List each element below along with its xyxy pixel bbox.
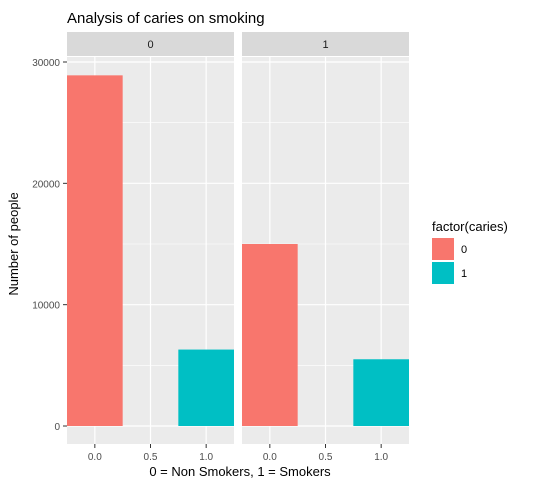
facet-panels: 0 0.0 0.5 1.0 1 0.0 0.5 1.0: [67, 32, 409, 463]
x-tick-label: 0.0: [263, 452, 277, 463]
bar-caries-0: [67, 75, 123, 426]
y-tick-label: 30000: [32, 58, 60, 69]
facet-panel-0: 0 0.0 0.5 1.0: [67, 32, 234, 463]
legend: factor(caries) 0 1: [432, 219, 508, 284]
x-tick-label: 0.0: [88, 452, 102, 463]
x-tick-label: 0.5: [144, 452, 158, 463]
y-tick-label: 10000: [32, 301, 60, 312]
facet-strip-label: 0: [147, 39, 153, 51]
bar-caries-0: [242, 244, 298, 426]
x-tick-label: 0.5: [319, 452, 333, 463]
y-axis-label: Number of people: [6, 192, 21, 295]
legend-title: factor(caries): [432, 219, 508, 234]
legend-label: 1: [461, 268, 467, 280]
x-tick-label: 1.0: [199, 452, 213, 463]
facet-strip-label: 1: [322, 39, 328, 51]
facet-panel-1: 1 0.0 0.5 1.0: [242, 32, 409, 463]
x-axis-label: 0 = Non Smokers, 1 = Smokers: [149, 464, 331, 479]
bar-caries-1: [178, 350, 234, 426]
y-axis: 0 10000 20000 30000: [32, 58, 67, 433]
x-tick-label: 1.0: [374, 452, 388, 463]
legend-key-0: [432, 238, 454, 260]
y-tick-label: 20000: [32, 179, 60, 190]
chart-title: Analysis of caries on smoking: [67, 10, 265, 27]
y-tick-label: 0: [54, 422, 60, 433]
bar-caries-1: [353, 359, 409, 426]
legend-key-1: [432, 262, 454, 284]
legend-label: 0: [461, 244, 467, 256]
